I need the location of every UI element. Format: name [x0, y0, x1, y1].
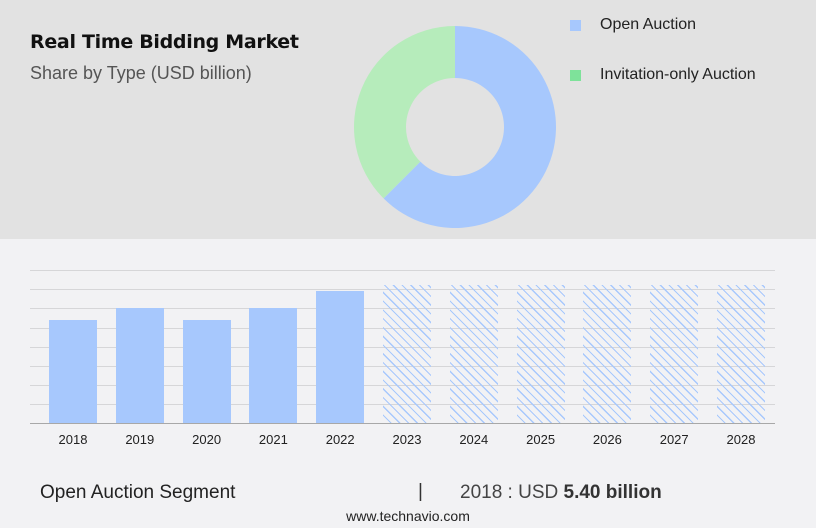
x-axis-label: 2019 — [125, 432, 155, 447]
bar-2021 — [249, 308, 298, 423]
grid-line — [30, 270, 775, 272]
bar-2022 — [316, 291, 365, 423]
x-axis-label: 2026 — [592, 432, 622, 447]
x-axis-label: 2025 — [526, 432, 556, 447]
legend-label: Invitation-only Auction — [600, 66, 756, 83]
donut-slice-open-auction — [383, 26, 556, 228]
chart-title: Real Time Bidding Market — [30, 31, 299, 53]
bar-2025 — [516, 285, 565, 423]
x-axis-line — [30, 423, 775, 424]
x-axis-label: 2028 — [726, 432, 756, 447]
segment-value-amount: 5.40 billion — [563, 482, 662, 503]
bar-2018 — [49, 319, 97, 423]
footer-separator: | — [418, 481, 423, 502]
x-axis-label: 2027 — [659, 432, 689, 447]
x-axis-label: 2022 — [325, 432, 355, 447]
legend-item-open-auction: Open Auction — [570, 16, 696, 34]
chart-subtitle: Share by Type (USD billion) — [30, 63, 252, 83]
bar-2023 — [383, 285, 431, 423]
legend-item-invitation-only-auction: Invitation-only Auction — [570, 66, 756, 84]
source-url: www.technavio.com — [346, 508, 470, 524]
bar-2024 — [449, 285, 498, 423]
legend-label: Open Auction — [600, 16, 697, 33]
legend-swatch-icon — [570, 19, 581, 31]
bar-2027 — [650, 285, 699, 423]
x-axis-label: 2024 — [459, 432, 489, 447]
segment-label: Open Auction Segment — [40, 482, 236, 503]
legend-swatch-icon — [570, 69, 581, 81]
x-axis-label: 2023 — [392, 432, 422, 447]
donut-chart — [354, 26, 556, 228]
x-axis-label: 2018 — [58, 432, 88, 447]
bar-2028 — [717, 285, 765, 423]
x-axis-label: 2020 — [192, 432, 222, 447]
segment-value-prefix: 2018 : USD — [460, 482, 564, 503]
x-axis-label: 2021 — [258, 432, 288, 447]
segment-value: 2018 : USD 5.40 billion — [460, 482, 662, 504]
bar-2026 — [583, 285, 632, 423]
bar-2020 — [182, 319, 231, 423]
donut-slice-invitation-only-auction — [354, 26, 455, 199]
bar-2019 — [115, 308, 164, 423]
